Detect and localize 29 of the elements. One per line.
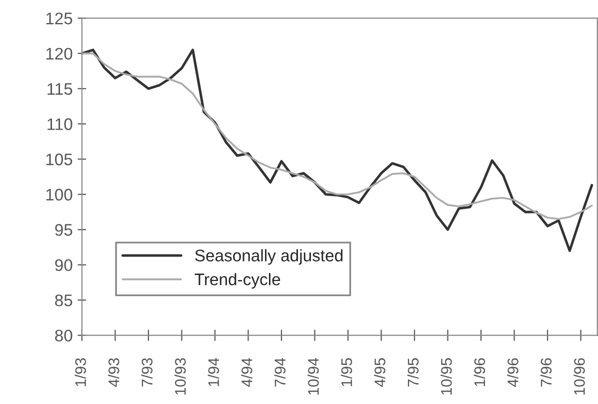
y-tick-label: 90 [55, 259, 72, 272]
x-tick-label: 1/94 [208, 358, 220, 386]
x-tick-label: 4/96 [507, 358, 518, 387]
x-tick-label: 7/93 [141, 358, 153, 386]
x-tick-label: 7/95 [407, 358, 419, 386]
x-tick-label: 10/96 [574, 358, 585, 395]
legend-label: Trend-cycle [194, 273, 280, 289]
x-tick-label: 4/93 [108, 358, 120, 387]
x-tick-label: 4/94 [241, 358, 252, 387]
x-tick-label: 10/94 [308, 358, 319, 395]
y-tick-label: 110 [48, 118, 72, 130]
y-tick-label: 120 [46, 48, 72, 60]
y-tick-label: 100 [46, 188, 72, 201]
x-tick-label: 7/94 [274, 358, 286, 386]
x-tick-label: 10/95 [440, 358, 452, 395]
y-tick-label: 80 [55, 330, 72, 342]
legend-label: Seasonally adjusted [195, 249, 342, 265]
y-tick-label: 95 [55, 224, 72, 236]
x-tick-label: 4/95 [374, 358, 386, 387]
y-tick-label: 115 [48, 83, 72, 95]
line-series [82, 52, 593, 220]
x-tick-label: 1/93 [74, 358, 86, 386]
y-tick-label: 105 [46, 154, 72, 166]
y-tick-label: 125 [46, 12, 72, 24]
x-tick-label: 1/96 [474, 358, 486, 386]
y-tick-label: 85 [55, 294, 72, 306]
x-tick-label: 1/95 [340, 358, 352, 386]
x-tick-label: 7/96 [540, 358, 552, 386]
x-tick-label: 10/93 [174, 358, 186, 395]
